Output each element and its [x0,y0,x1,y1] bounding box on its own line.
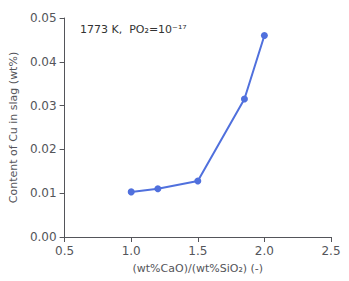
svg-text:1.5: 1.5 [188,244,207,258]
svg-text:0.04: 0.04 [30,55,57,69]
svg-text:1.0: 1.0 [122,244,141,258]
svg-text:(wt%CaO)/(wt%SiO₂) (-): (wt%CaO)/(wt%SiO₂) (-) [132,262,263,275]
svg-text:2.5: 2.5 [321,244,340,258]
svg-text:0.05: 0.05 [30,11,57,25]
svg-text:2.0: 2.0 [255,244,274,258]
svg-text:0.03: 0.03 [30,99,57,113]
svg-text:0.5: 0.5 [55,244,74,258]
svg-text:Content of Cu in slag (wt%): Content of Cu in slag (wt%) [7,52,20,203]
svg-text:0.00: 0.00 [30,230,57,244]
svg-text:1773 K, PO₂=10⁻¹⁷: 1773 K, PO₂=10⁻¹⁷ [80,23,187,36]
svg-text:0.01: 0.01 [30,186,57,200]
svg-text:0.02: 0.02 [30,142,57,156]
